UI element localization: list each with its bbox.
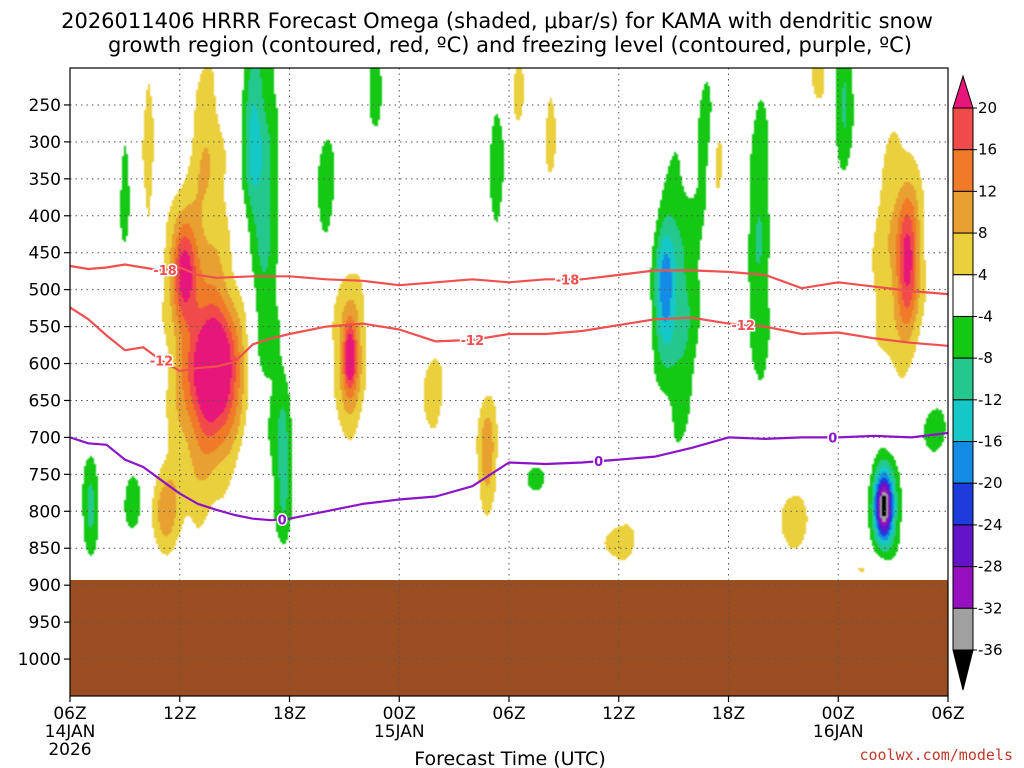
colorbar-top-arrow (952, 74, 974, 109)
x-tick-label-7: 00Z (822, 704, 855, 724)
x-tick-label-3: 00Z (383, 704, 416, 724)
x-axis-label: Forecast Time (UTC) (414, 748, 605, 768)
x-tick-label-1: 12Z (163, 704, 196, 724)
colorbar-tick-label-7: -12 (978, 391, 1003, 409)
contour-label-2-0: 0 (278, 513, 287, 528)
watermark: coolwx.com/models (859, 746, 1013, 764)
contour-line-0 (70, 431, 948, 522)
plot-area: -18 -18 -12 -12 -12 0 0 0 (69, 67, 949, 697)
chart-title-line2: growth region (contoured, red, ºC) and f… (108, 33, 912, 57)
colorbar-tick-label-12: -32 (978, 599, 1003, 617)
x-tick-label-8: 06Z (931, 704, 964, 724)
contour-label-0-1: -18 (556, 273, 580, 288)
colorbar-tick-label-4: 4 (978, 266, 988, 284)
x-tick-date-7: 16JAN (813, 722, 864, 742)
y-tick-label-400: 400 (29, 207, 61, 227)
colorbar-tick-label-10: -24 (978, 516, 1003, 534)
y-tick-label-800: 800 (29, 502, 61, 522)
y-tick-label-750: 750 (29, 465, 61, 485)
colorbar-tick-label-8: -16 (978, 433, 1003, 451)
y-tick-label-850: 850 (29, 539, 61, 559)
y-axis: 250 300 350 400 450 500 550 600 650 700 750 800 850 9… (18, 96, 70, 670)
y-tick-label-250: 250 (29, 96, 61, 116)
contour-lines (70, 263, 948, 522)
y-tick-label-600: 600 (29, 355, 61, 375)
y-tick-label-300: 300 (29, 133, 61, 153)
x-tick-label-0: 06Z (53, 704, 86, 724)
grid-lines (70, 68, 948, 696)
contour-label-1-2: -12 (731, 319, 755, 334)
contour-line-minus12 (70, 306, 948, 372)
y-tick-label-350: 350 (29, 170, 61, 190)
colorbar-tick-label-2: 12 (978, 182, 997, 200)
contour-label-2-2: 0 (828, 431, 837, 446)
colorbar-bin-6 (952, 315, 974, 359)
y-tick-label-700: 700 (29, 428, 61, 448)
colorbar-bin-5 (952, 274, 974, 317)
x-tick-label-4: 06Z (492, 704, 525, 724)
contour-labels: -18 -18 -12 -12 -12 0 0 0 (148, 262, 839, 529)
y-tick-label-900: 900 (29, 576, 61, 596)
colorbar-bin-7 (952, 357, 974, 401)
colorbar-bin-9 (952, 441, 974, 484)
colorbar-tick-label-5: -4 (978, 307, 993, 325)
colorbar-tick-label-6: -8 (978, 349, 993, 367)
colorbar: 20 16 12 8 4 -4 -8 -12 -16 -20 -24 -28 -32 -36 (952, 74, 1003, 691)
contour-label-1-1: -12 (461, 334, 485, 349)
x-tick-label-5: 12Z (602, 704, 635, 724)
colorbar-tick-label-0: 20 (978, 99, 997, 117)
contour-label-0-0: -18 (153, 264, 177, 279)
contour-label-1-0: -12 (150, 355, 174, 370)
colorbar-bin-10 (952, 482, 974, 526)
ground-below-surface (70, 580, 948, 696)
colorbar-bin-4 (952, 232, 974, 276)
y-tick-label-950: 950 (29, 613, 61, 633)
colorbar-tick-label-1: 16 (978, 141, 997, 159)
contour-label-2-1: 0 (594, 455, 603, 470)
x-tick-date-3: 15JAN (374, 722, 425, 742)
y-tick-label-500: 500 (29, 281, 61, 301)
y-tick-label-1000: 1000 (18, 650, 61, 670)
colorbar-tick-label-13: -36 (978, 641, 1003, 659)
y-tick-label-450: 450 (29, 244, 61, 264)
colorbar-bin-2 (952, 149, 974, 192)
y-tick-label-650: 650 (29, 391, 61, 411)
colorbar-bin-3 (952, 190, 974, 234)
chart-title-line1: 2026011406 HRRR Forecast Omega (shaded, … (61, 9, 933, 33)
colorbar-bin-8 (952, 399, 974, 443)
x-tick-label-2: 18Z (273, 704, 306, 724)
colorbar-bin-12 (952, 566, 974, 609)
x-tick-year-0: 2026 (48, 740, 91, 760)
x-tick-label-6: 18Z (712, 704, 745, 724)
contour-line-minus18 (70, 263, 948, 296)
colorbar-tick-label-3: 8 (978, 224, 988, 242)
colorbar-tick-label-9: -20 (978, 474, 1003, 492)
colorbar-bin-1 (952, 107, 974, 151)
colorbar-bin-13 (952, 607, 974, 651)
y-tick-label-550: 550 (29, 318, 61, 338)
colorbar-bottom-arrow (952, 649, 974, 691)
colorbar-bin-11 (952, 524, 974, 568)
x-tick-date-0: 14JAN (45, 722, 96, 742)
colorbar-tick-label-11: -28 (978, 558, 1003, 576)
